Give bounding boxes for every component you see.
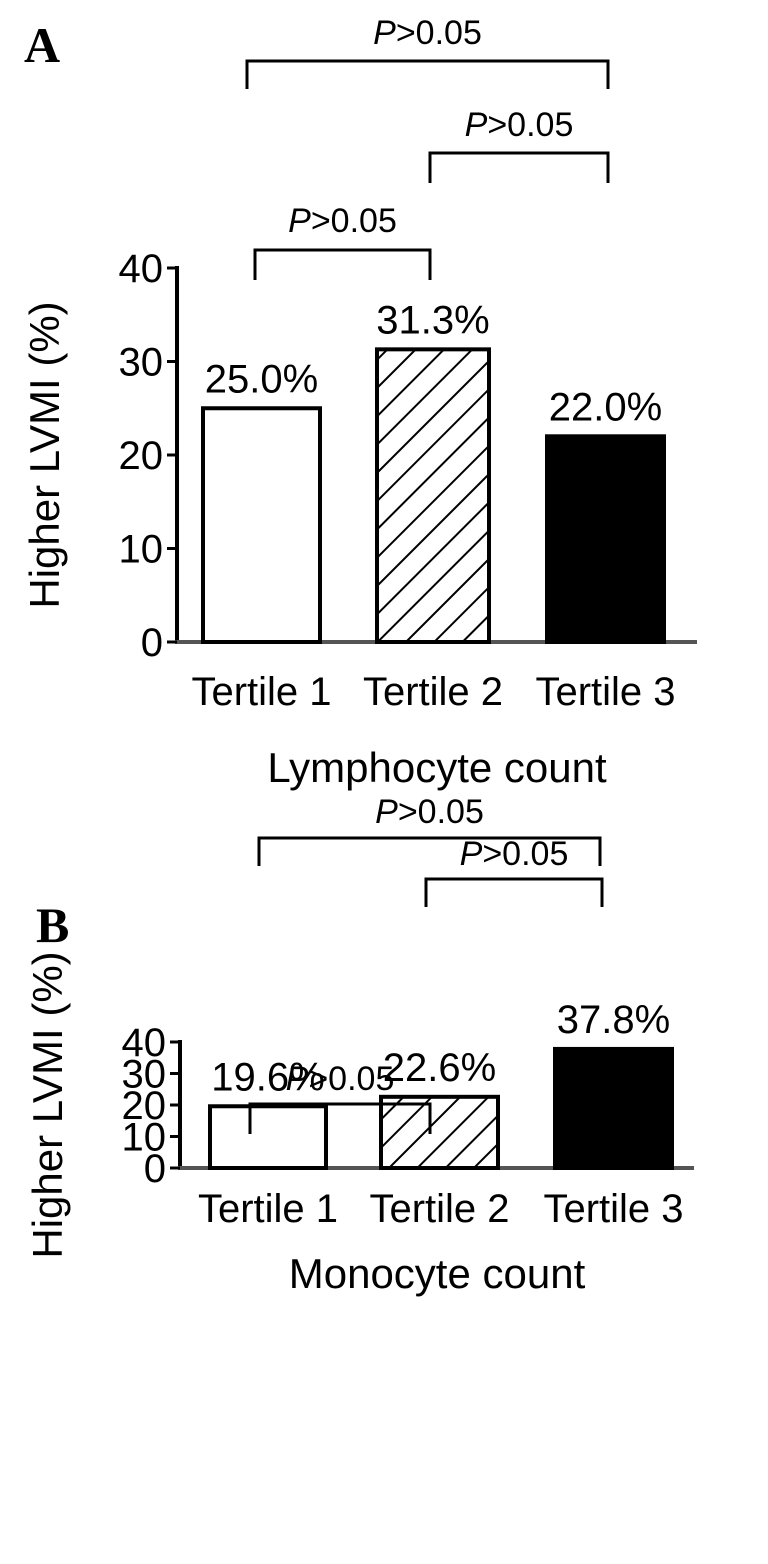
bar	[379, 1094, 500, 1171]
p-value-symbol: P	[465, 106, 488, 144]
panel-a: A 0 10 20 30 40 Higher LVMI (%) 25.0% Tertile 1 3…	[21, 14, 697, 791]
data-label: 25.0%	[205, 357, 318, 401]
p-value-label: P>0.05	[286, 1060, 395, 1098]
p-value-text: >0.05	[487, 106, 573, 144]
bar	[201, 406, 322, 644]
bar	[553, 1046, 674, 1171]
y-tick-label: 40	[119, 247, 164, 291]
panel-label: B	[36, 897, 69, 953]
p-value-label: P>0.05	[373, 14, 482, 52]
x-axis-title: Lymphocyte count	[267, 744, 607, 791]
y-tick-label: 10	[122, 1116, 167, 1160]
p-value-text: >0.05	[311, 202, 397, 240]
y-tick-label: 30	[122, 1053, 167, 1097]
y-axis-title: Higher LVMI (%)	[21, 301, 68, 608]
data-label: 22.0%	[549, 385, 662, 429]
y-tick-label: 20	[122, 1084, 167, 1128]
y-tick-label: 30	[119, 341, 164, 385]
x-tick-label: Tertile 2	[363, 670, 503, 714]
comparison-bracket	[428, 151, 610, 183]
y-axis-title: Higher LVMI (%)	[24, 951, 71, 1258]
p-value-label: P>0.05	[465, 106, 574, 144]
panel-label: A	[24, 17, 60, 73]
comparison-bracket	[248, 1102, 432, 1134]
x-tick-label: Tertile 1	[191, 670, 331, 714]
bar	[375, 347, 491, 644]
p-value-label: P>0.05	[288, 202, 397, 240]
y-tick-label: 10	[119, 528, 164, 572]
y-tick-label: 0	[141, 621, 163, 665]
p-value-label: P>0.05	[460, 835, 569, 873]
data-label: 31.3%	[376, 298, 489, 342]
x-tick-label: Tertile 1	[198, 1187, 338, 1231]
x-tick-label: Tertile 3	[535, 670, 675, 714]
comparison-bracket	[245, 59, 610, 89]
comparison-bracket	[253, 248, 432, 280]
x-tick-label: Tertile 3	[543, 1187, 683, 1231]
y-tick-label: 40	[122, 1021, 167, 1065]
p-value-symbol: P	[286, 1060, 309, 1098]
x-axis-title: Monocyte count	[289, 1250, 586, 1297]
data-label: 22.6%	[383, 1046, 496, 1090]
p-value-text: >0.05	[396, 14, 482, 52]
data-label: 37.8%	[557, 998, 670, 1042]
bar	[208, 1104, 328, 1171]
p-value-symbol: P	[460, 835, 483, 873]
x-tick-label: Tertile 2	[369, 1187, 509, 1231]
p-value-symbol: P	[375, 793, 398, 831]
comparison-bracket	[257, 836, 602, 866]
y-tick-label: 0	[144, 1147, 166, 1191]
p-value-label: P>0.05	[375, 793, 484, 831]
p-value-text: >0.05	[398, 793, 484, 831]
p-value-symbol: P	[373, 14, 396, 52]
p-value-text: >0.05	[308, 1060, 394, 1098]
p-value-text: >0.05	[482, 835, 568, 873]
comparison-bracket	[424, 877, 604, 907]
data-label: 19.6%	[211, 1055, 324, 1099]
p-value-symbol: P	[288, 202, 311, 240]
bar	[545, 434, 666, 644]
y-tick-label: 20	[119, 434, 164, 478]
